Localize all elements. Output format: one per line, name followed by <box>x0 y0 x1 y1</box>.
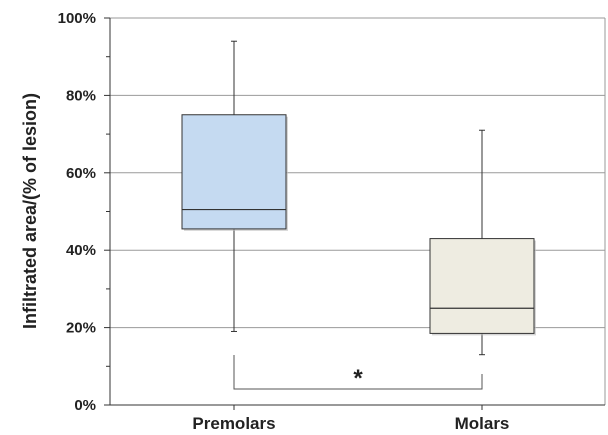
box-iqr <box>181 114 287 230</box>
box-iqr <box>429 238 535 334</box>
significance-bracket: * <box>233 355 483 392</box>
y-tick-label: 80% <box>66 87 96 104</box>
bracket-line <box>233 355 483 390</box>
y-tick-labels: 0% 20% 40% 60% 80% 100% <box>58 10 96 414</box>
box-molars <box>429 129 536 356</box>
category-labels: Premolars Molars <box>192 414 509 433</box>
box-premolars <box>181 40 288 332</box>
y-tick-label: 60% <box>66 165 96 182</box>
y-axis-title: Infiltrated area/(% of lesion) <box>20 93 40 329</box>
y-tick-label: 100% <box>58 10 96 27</box>
category-label-molars: Molars <box>455 414 510 433</box>
y-axis <box>104 17 605 410</box>
boxes <box>181 40 536 356</box>
y-tick-label: 0% <box>74 397 96 414</box>
category-label-premolars: Premolars <box>192 414 275 433</box>
significance-star: * <box>353 365 363 392</box>
y-tick-label: 20% <box>66 320 96 337</box>
y-tick-label: 40% <box>66 242 96 259</box>
